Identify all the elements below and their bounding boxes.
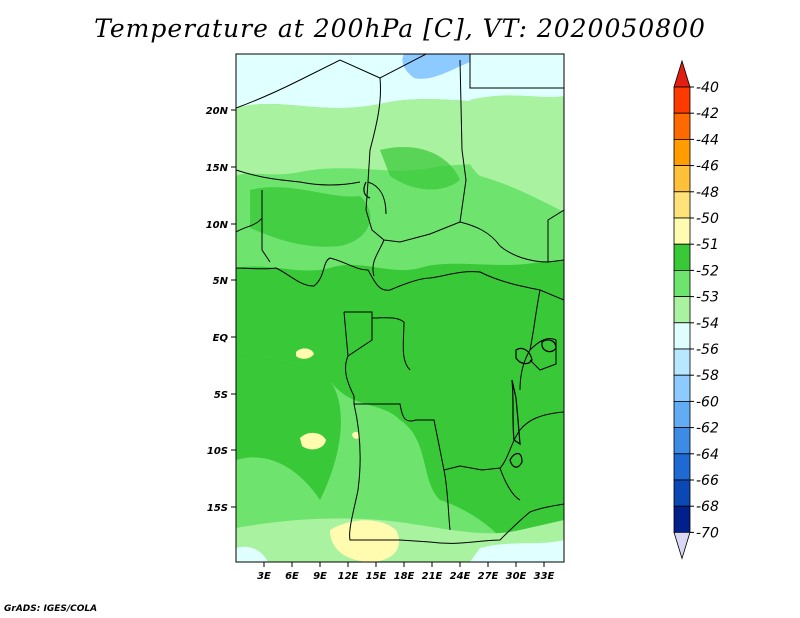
colorbar-segment xyxy=(673,217,691,245)
colorbar-label: -62 xyxy=(696,421,719,437)
colorbar-label: -60 xyxy=(696,394,719,410)
colorbar-segment xyxy=(673,243,691,271)
lat-label-20n: 20N xyxy=(206,106,229,117)
colorbar-segment xyxy=(673,322,691,350)
lat-label-15s: 15S xyxy=(207,503,228,514)
lat-label-15n: 15N xyxy=(206,163,229,174)
colorbar-segment xyxy=(673,86,691,114)
colorbar-segment xyxy=(673,138,691,166)
colorbar-label: -66 xyxy=(696,473,719,489)
lon-label-9e: 9E xyxy=(313,571,327,582)
temperature-field xyxy=(236,54,564,562)
lat-label-5n: 5N xyxy=(213,276,229,287)
lon-label-27e: 27E xyxy=(478,571,499,582)
colorbar-segment xyxy=(673,296,691,324)
lakes xyxy=(363,181,557,468)
colorbar-segment xyxy=(673,348,691,376)
colorbar-segment xyxy=(673,453,691,481)
longitude-axis: 3E 6E 9E 12E 15E 18E 21E 24E 27E 30E 33E xyxy=(257,562,555,582)
colorbar-label: -56 xyxy=(696,342,719,358)
colorbar-label: -42 xyxy=(696,106,719,122)
map-title: Temperature at 200hPa [C], VT: 202005080… xyxy=(94,14,706,43)
lon-label-33e: 33E xyxy=(534,571,555,582)
colorbar-label: -58 xyxy=(696,368,719,384)
colorbar-segment xyxy=(673,191,691,219)
lon-label-15e: 15E xyxy=(366,571,387,582)
colorbar-label: -68 xyxy=(696,499,719,515)
lat-label-5s: 5S xyxy=(214,390,228,401)
latitude-axis: 20N 15N 10N 5N EQ 5S 10S 15S xyxy=(206,106,236,514)
map-frame xyxy=(235,53,565,563)
lon-label-12e: 12E xyxy=(338,571,359,582)
colorbar-segment xyxy=(673,427,691,455)
lat-label-10s: 10S xyxy=(207,446,228,457)
lat-label-10n: 10N xyxy=(206,220,229,231)
colorbar-label: -46 xyxy=(696,159,719,175)
lon-label-21e: 21E xyxy=(422,571,443,582)
colorbar-label: -52 xyxy=(696,263,719,279)
colorbar-bottom-arrow xyxy=(673,532,691,560)
lon-label-3e: 3E xyxy=(257,571,271,582)
grads-credit: GrADS: IGES/COLA xyxy=(4,604,98,614)
colorbar-label: -64 xyxy=(696,447,719,463)
colorbar-label: -54 xyxy=(696,316,719,332)
colorbar-segment xyxy=(673,479,691,507)
colorbar-label: -53 xyxy=(696,290,719,306)
colorbar-segment xyxy=(673,165,691,193)
lon-label-30e: 30E xyxy=(506,571,527,582)
colorbar-label: -44 xyxy=(696,132,719,148)
colorbar-segment xyxy=(673,269,691,297)
colorbar-label: -40 xyxy=(696,80,719,96)
lon-label-6e: 6E xyxy=(285,571,299,582)
lat-label-eq: EQ xyxy=(213,333,229,344)
colorbar-segment xyxy=(673,505,691,533)
lon-label-24e: 24E xyxy=(450,571,471,582)
colorbar-label: -48 xyxy=(696,185,719,201)
lon-label-18e: 18E xyxy=(394,571,415,582)
colorbar-label: -51 xyxy=(696,237,719,253)
colorbar: -40 -42 -44 -46 -48 -50 -51 -52 -53 -54 -56 -58 -60 -… xyxy=(673,59,719,560)
colorbar-segment xyxy=(673,112,691,140)
colorbar-segment xyxy=(673,400,691,428)
colorbar-label: -50 xyxy=(696,211,719,227)
country-borders xyxy=(236,54,564,544)
colorbar-top-arrow xyxy=(673,59,691,88)
colorbar-segment xyxy=(673,374,691,402)
colorbar-label: -70 xyxy=(696,525,719,541)
